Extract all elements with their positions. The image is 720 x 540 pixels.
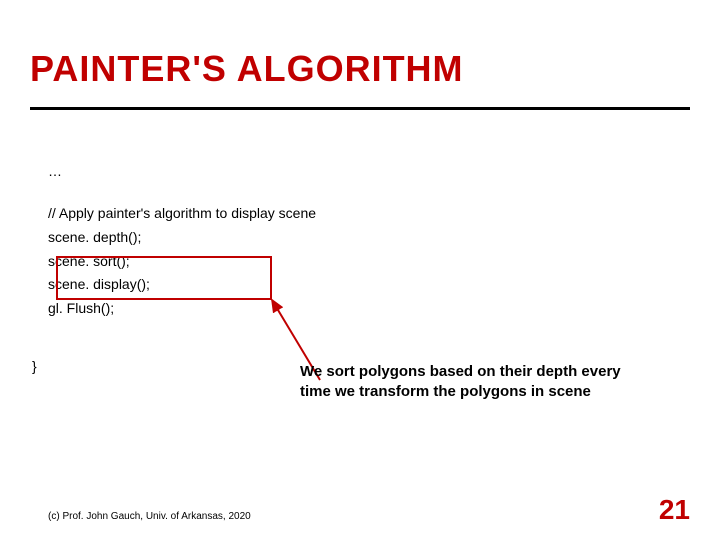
- footer-text: (c) Prof. John Gauch, Univ. of Arkansas,…: [48, 511, 251, 522]
- callout-text: We sort polygons based on their depth ev…: [300, 362, 640, 401]
- arrow-icon: [0, 0, 720, 540]
- page-number: 21: [659, 494, 690, 526]
